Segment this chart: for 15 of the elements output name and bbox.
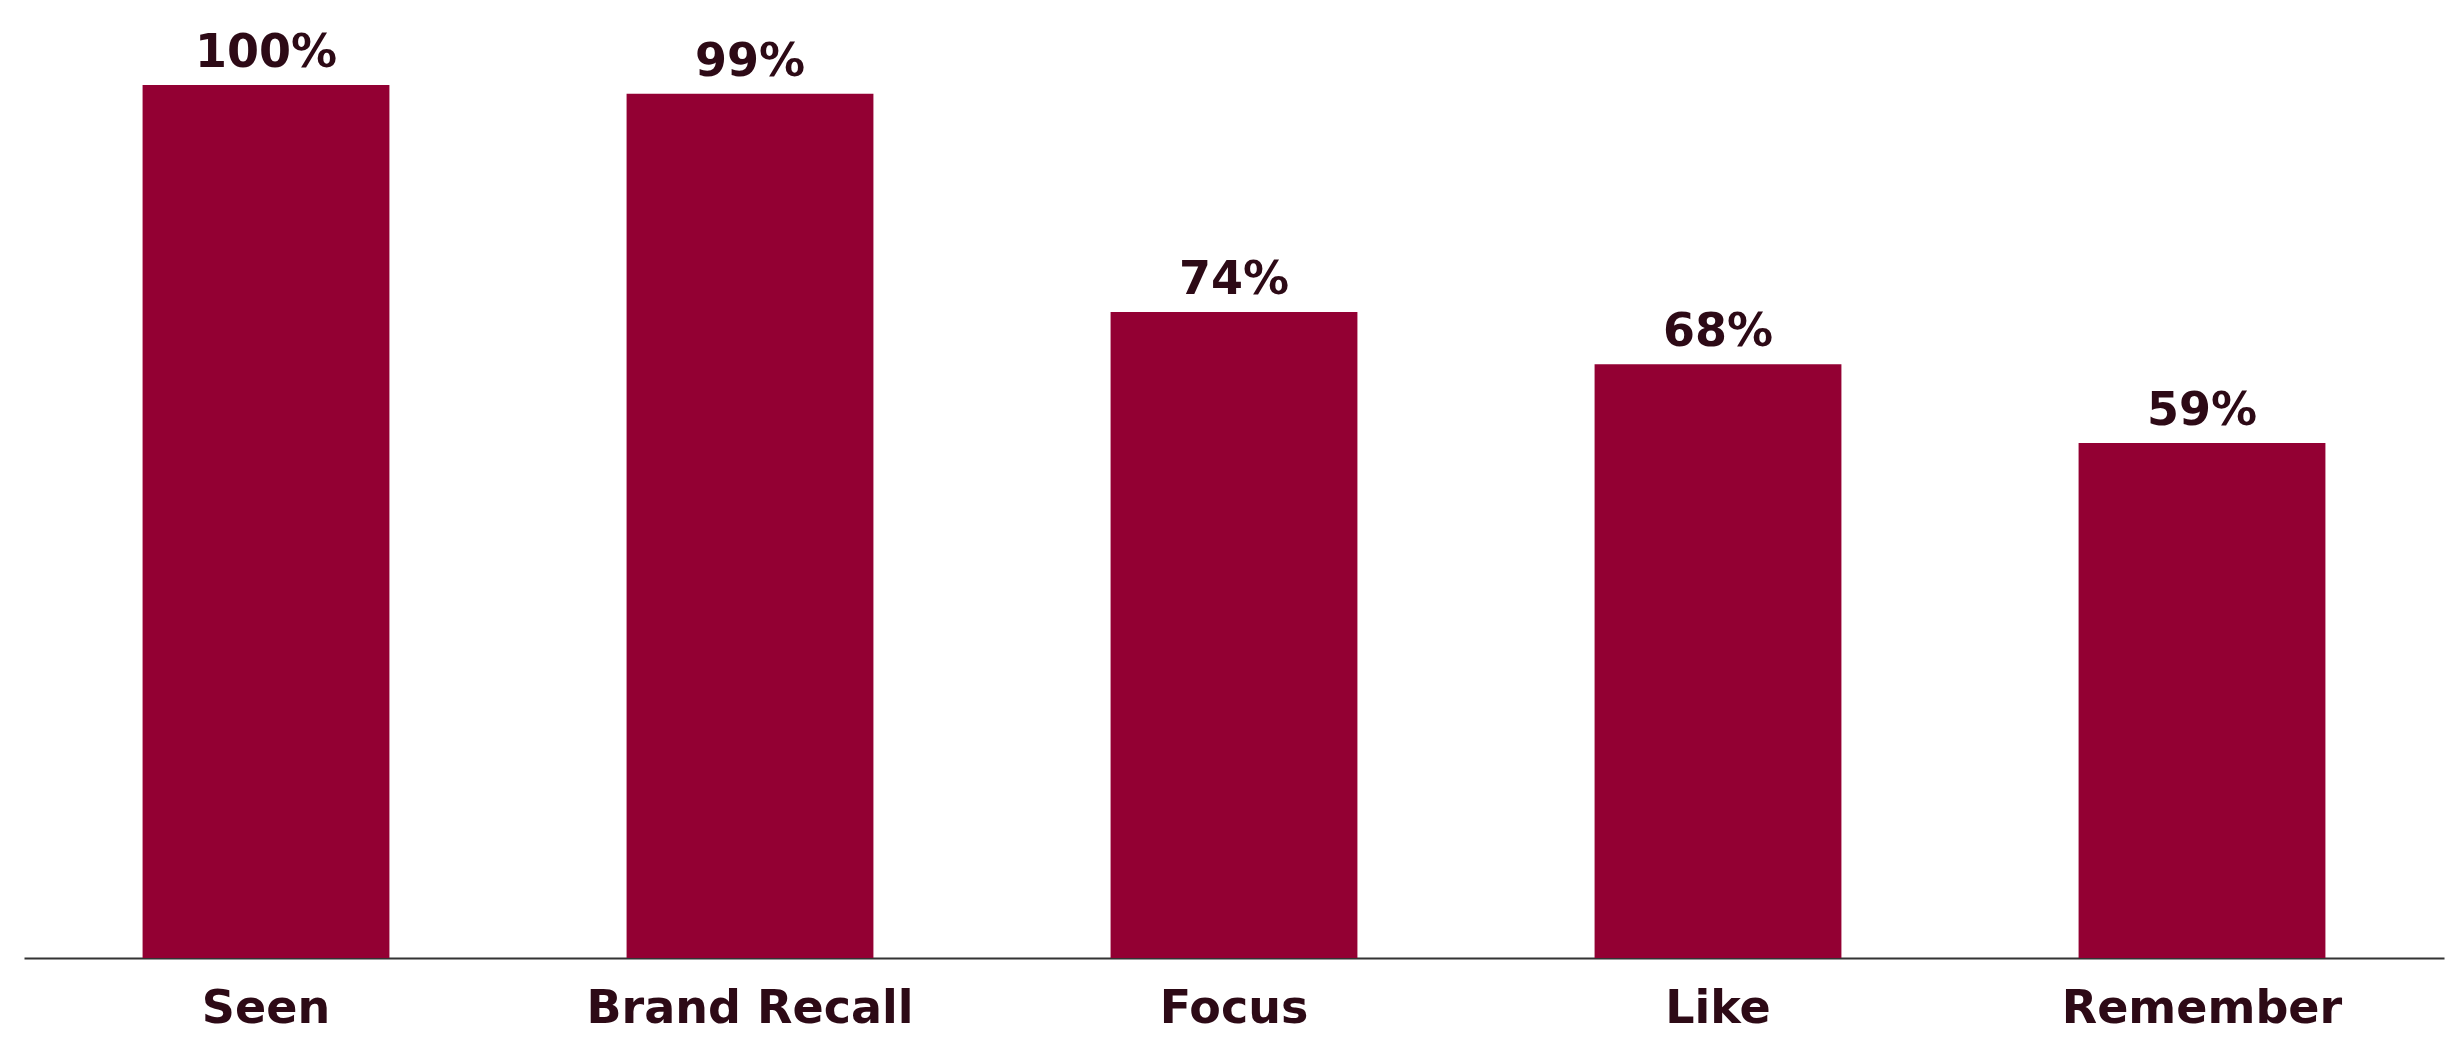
x-tick-label: Remember [2061,979,2343,1034]
bar [2078,442,2326,958]
bar [1110,311,1358,958]
x-tick-label: Seen [201,979,331,1034]
data-label: 68% [1662,303,1774,358]
data-label: 59% [2146,381,2258,436]
bar [142,85,390,958]
x-tick-label: Like [1665,979,1771,1034]
x-tick-label: Focus [1159,979,1309,1034]
bar [1594,364,1842,958]
data-label: 74% [1178,250,1290,305]
x-tick-label: Brand Recall [586,979,914,1034]
bar [626,93,874,958]
data-label: 99% [694,32,806,87]
data-label: 100% [194,24,338,78]
